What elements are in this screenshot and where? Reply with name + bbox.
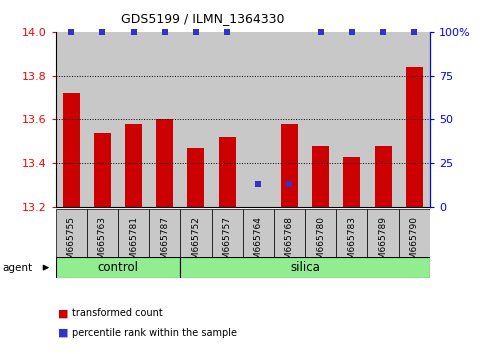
- Text: GSM665752: GSM665752: [191, 216, 200, 271]
- Bar: [274, 32, 305, 207]
- Bar: [398, 32, 430, 207]
- Bar: [368, 209, 398, 257]
- Bar: [87, 32, 118, 207]
- Bar: [398, 209, 430, 257]
- Bar: [118, 32, 149, 207]
- Text: ■: ■: [58, 308, 69, 318]
- Bar: [56, 257, 180, 278]
- Text: GSM665789: GSM665789: [379, 216, 387, 271]
- Bar: [281, 124, 298, 207]
- Bar: [180, 32, 212, 207]
- Bar: [242, 209, 274, 257]
- Bar: [56, 32, 87, 207]
- Bar: [274, 209, 305, 257]
- Bar: [180, 32, 212, 207]
- Bar: [94, 133, 111, 207]
- Bar: [187, 148, 204, 207]
- Bar: [212, 32, 242, 207]
- Bar: [242, 32, 274, 207]
- Text: GSM665790: GSM665790: [410, 216, 419, 271]
- Bar: [336, 32, 368, 207]
- Bar: [368, 32, 398, 207]
- Text: agent: agent: [2, 263, 32, 273]
- Bar: [118, 209, 149, 257]
- Bar: [242, 32, 274, 207]
- Text: GSM665764: GSM665764: [254, 216, 263, 271]
- Bar: [56, 32, 87, 207]
- Bar: [312, 146, 329, 207]
- Bar: [374, 146, 392, 207]
- Bar: [125, 124, 142, 207]
- Text: GSM665781: GSM665781: [129, 216, 138, 271]
- Bar: [336, 32, 368, 207]
- Text: GSM665787: GSM665787: [160, 216, 169, 271]
- Bar: [406, 67, 423, 207]
- Bar: [212, 32, 242, 207]
- Text: GSM665755: GSM665755: [67, 216, 76, 271]
- Bar: [305, 209, 336, 257]
- Bar: [274, 32, 305, 207]
- Text: GSM665780: GSM665780: [316, 216, 325, 271]
- Text: GSM665783: GSM665783: [347, 216, 356, 271]
- Text: GSM665763: GSM665763: [98, 216, 107, 271]
- Bar: [87, 32, 118, 207]
- Bar: [368, 32, 398, 207]
- Text: ■: ■: [58, 328, 69, 338]
- Bar: [87, 209, 118, 257]
- Bar: [398, 32, 430, 207]
- Text: percentile rank within the sample: percentile rank within the sample: [72, 328, 238, 338]
- Bar: [149, 32, 180, 207]
- Bar: [305, 32, 336, 207]
- Text: silica: silica: [290, 261, 320, 274]
- Bar: [63, 93, 80, 207]
- Bar: [56, 209, 87, 257]
- Text: control: control: [98, 261, 139, 274]
- Bar: [180, 257, 430, 278]
- Bar: [149, 209, 180, 257]
- Bar: [218, 137, 236, 207]
- Bar: [180, 209, 212, 257]
- Bar: [149, 32, 180, 207]
- Text: transformed count: transformed count: [72, 308, 163, 318]
- Bar: [156, 120, 173, 207]
- Text: GSM665768: GSM665768: [285, 216, 294, 271]
- Bar: [343, 157, 360, 207]
- Bar: [212, 209, 242, 257]
- Text: GDS5199 / ILMN_1364330: GDS5199 / ILMN_1364330: [121, 12, 284, 25]
- Bar: [305, 32, 336, 207]
- Text: GSM665757: GSM665757: [223, 216, 232, 271]
- Bar: [336, 209, 368, 257]
- Bar: [118, 32, 149, 207]
